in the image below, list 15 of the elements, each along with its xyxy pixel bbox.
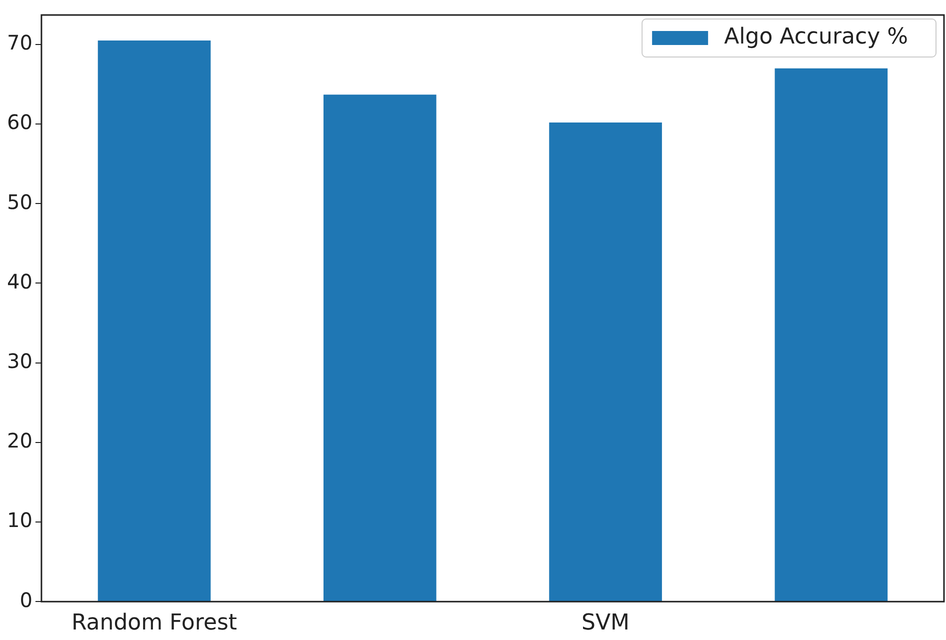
y-tick-label: 10 <box>6 508 32 532</box>
y-tick-label: 30 <box>6 349 32 374</box>
bar <box>98 40 211 602</box>
y-tick-label: 20 <box>6 428 32 453</box>
y-tick-label: 0 <box>20 588 32 612</box>
x-tick-label: Random Forest <box>71 610 238 636</box>
bar <box>549 122 662 602</box>
y-tick-label: 70 <box>6 30 32 55</box>
legend-label: Algo Accuracy % <box>724 24 908 50</box>
bar <box>323 94 436 602</box>
y-tick-label: 60 <box>6 110 32 134</box>
y-tick-label: 50 <box>6 190 32 214</box>
bar <box>774 68 888 602</box>
x-tick-label: SVM <box>582 610 630 636</box>
y-tick-label: 40 <box>6 269 32 294</box>
